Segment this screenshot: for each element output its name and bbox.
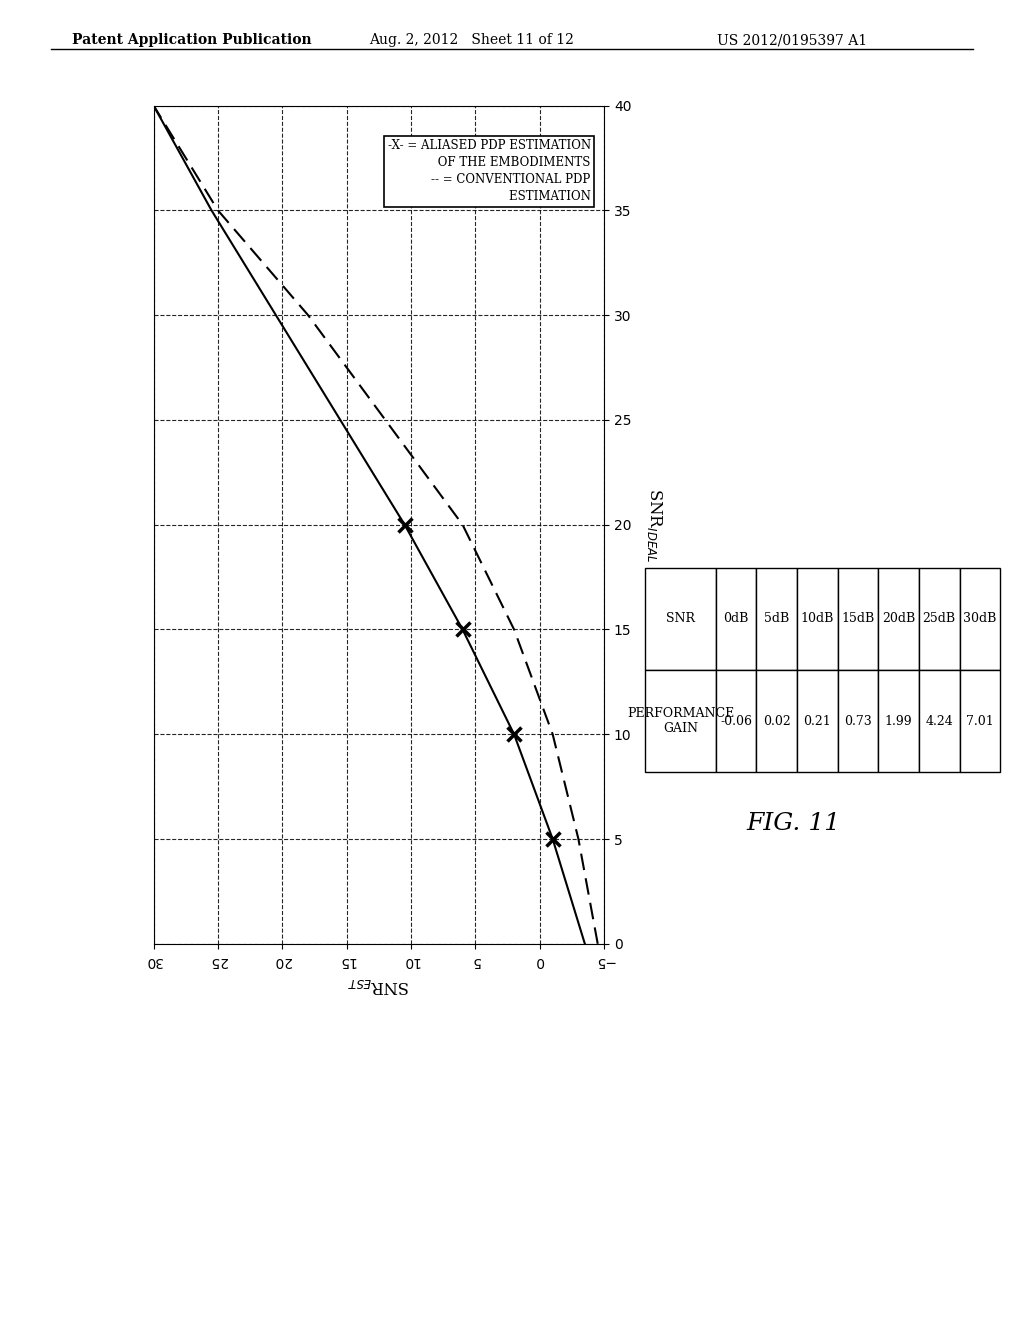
Text: 0.02: 0.02 <box>763 714 791 727</box>
FancyBboxPatch shape <box>797 568 838 671</box>
Text: 20dB: 20dB <box>882 612 915 626</box>
Text: -0.06: -0.06 <box>720 714 752 727</box>
Text: PERFORMANCE
GAIN: PERFORMANCE GAIN <box>627 708 734 735</box>
FancyBboxPatch shape <box>919 568 959 671</box>
FancyBboxPatch shape <box>879 568 919 671</box>
Text: 15dB: 15dB <box>842 612 874 626</box>
FancyBboxPatch shape <box>716 568 757 671</box>
FancyBboxPatch shape <box>645 671 716 772</box>
Text: 7.01: 7.01 <box>966 714 993 727</box>
X-axis label: SNR$_{EST}$: SNR$_{EST}$ <box>347 975 411 995</box>
Y-axis label: SNR$_{IDEAL}$: SNR$_{IDEAL}$ <box>645 487 665 562</box>
FancyBboxPatch shape <box>645 568 716 671</box>
Text: -X- = ALIASED PDP ESTIMATION
     OF THE EMBODIMENTS
-- = CONVENTIONAL PDP
    E: -X- = ALIASED PDP ESTIMATION OF THE EMBO… <box>387 139 591 203</box>
FancyBboxPatch shape <box>959 568 1000 671</box>
Text: 0.73: 0.73 <box>844 714 871 727</box>
Text: FIG. 11: FIG. 11 <box>746 812 841 834</box>
FancyBboxPatch shape <box>838 671 879 772</box>
FancyBboxPatch shape <box>757 671 797 772</box>
Text: 10dB: 10dB <box>801 612 834 626</box>
FancyBboxPatch shape <box>919 671 959 772</box>
Text: 25dB: 25dB <box>923 612 955 626</box>
Text: Aug. 2, 2012   Sheet 11 of 12: Aug. 2, 2012 Sheet 11 of 12 <box>369 33 573 48</box>
Text: 0dB: 0dB <box>723 612 749 626</box>
Text: 1.99: 1.99 <box>885 714 912 727</box>
Text: US 2012/0195397 A1: US 2012/0195397 A1 <box>717 33 867 48</box>
Text: 0.21: 0.21 <box>804 714 831 727</box>
Text: 4.24: 4.24 <box>926 714 953 727</box>
FancyBboxPatch shape <box>838 568 879 671</box>
FancyBboxPatch shape <box>879 671 919 772</box>
Text: 5dB: 5dB <box>764 612 790 626</box>
Text: Patent Application Publication: Patent Application Publication <box>72 33 311 48</box>
FancyBboxPatch shape <box>716 671 757 772</box>
FancyBboxPatch shape <box>757 568 797 671</box>
Text: 30dB: 30dB <box>964 612 996 626</box>
Text: SNR: SNR <box>666 612 695 626</box>
FancyBboxPatch shape <box>959 671 1000 772</box>
FancyBboxPatch shape <box>797 671 838 772</box>
